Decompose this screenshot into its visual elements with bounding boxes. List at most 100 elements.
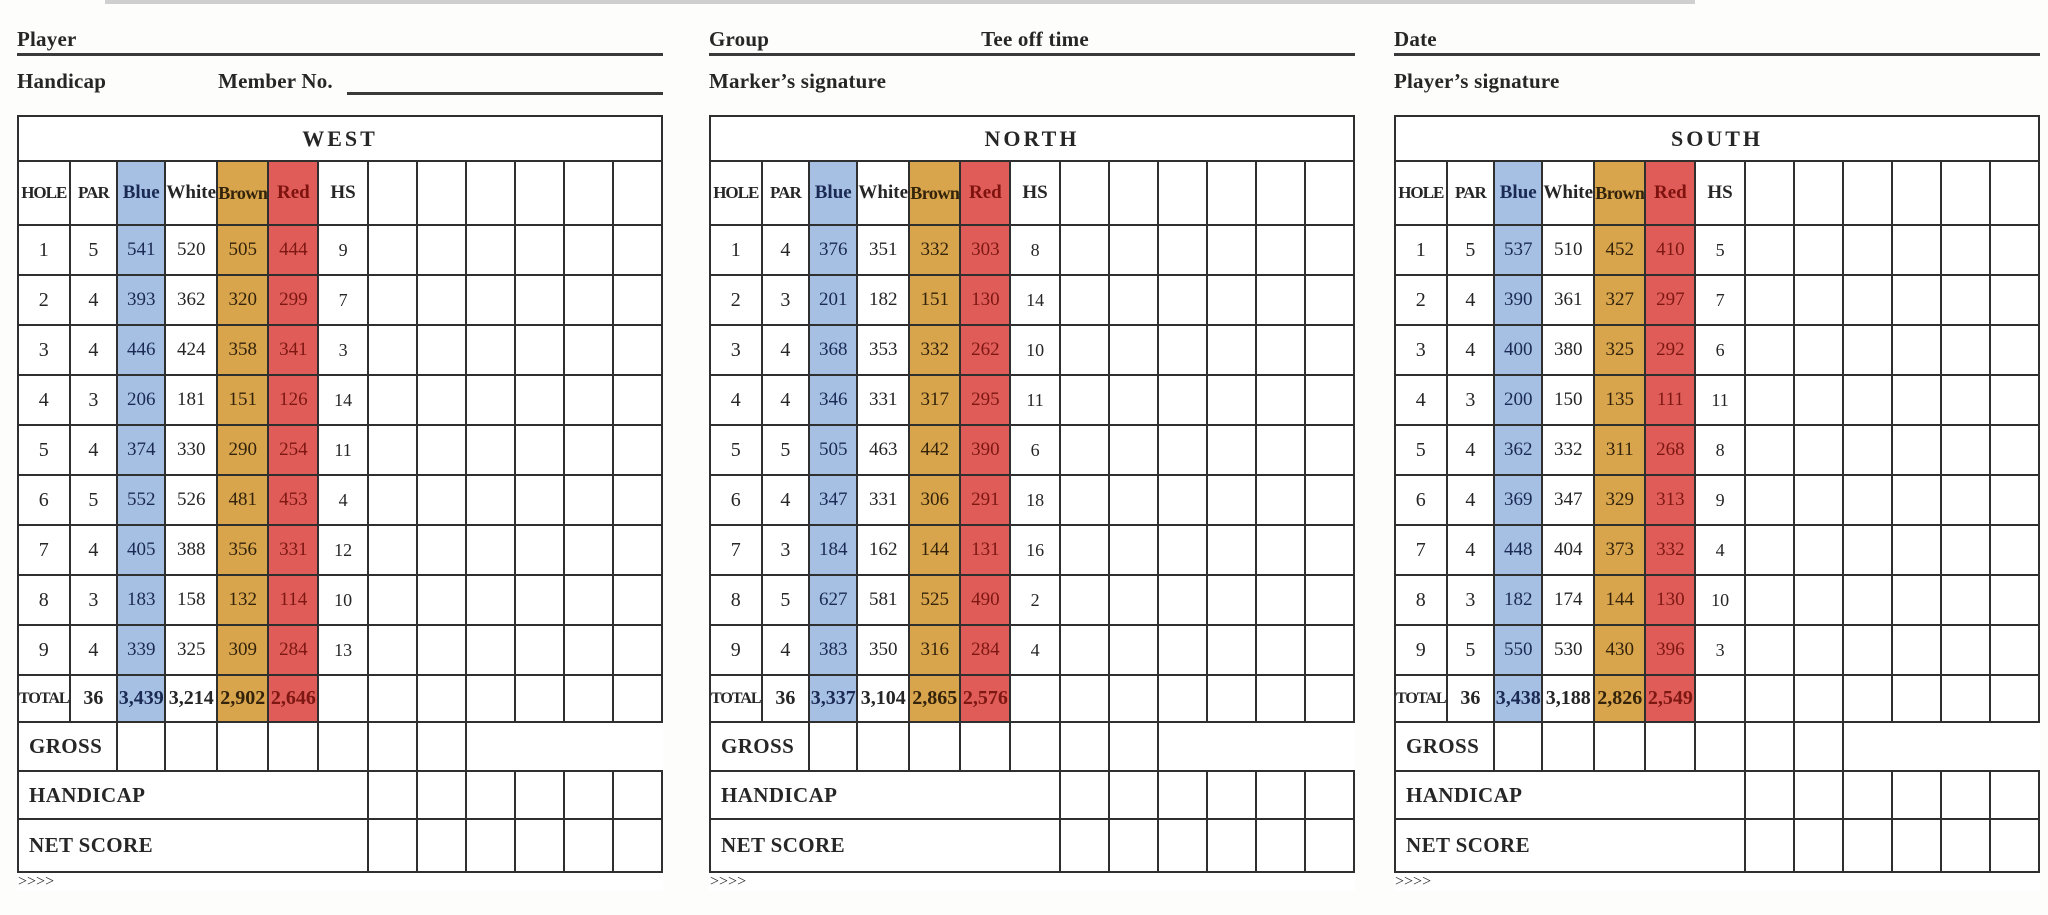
score-cell xyxy=(1156,474,1208,526)
hole-number-cell: 5 xyxy=(709,424,763,476)
red-distance-cell: 299 xyxy=(267,274,320,326)
hs-header: HS xyxy=(317,160,369,226)
par-cell: 4 xyxy=(760,474,811,526)
par-cell: 3 xyxy=(1445,374,1496,426)
stroke-index-cell: 18 xyxy=(1009,474,1061,526)
score-cell xyxy=(1841,374,1893,426)
score-cell xyxy=(1939,424,1991,476)
score-cell xyxy=(1988,674,2041,723)
score-cell xyxy=(164,721,219,772)
red-distance-cell: 303 xyxy=(959,224,1012,276)
score-cell xyxy=(415,770,467,820)
score-cell xyxy=(1156,818,1208,873)
score-cell xyxy=(611,274,664,326)
total-brown-cell: 2,826 xyxy=(1593,674,1647,723)
score-cell xyxy=(1939,770,1991,820)
handicap-label: HANDICAP xyxy=(709,770,1061,820)
blue-distance-cell: 627 xyxy=(808,574,859,626)
blue-distance-cell: 368 xyxy=(808,324,859,376)
score-cell xyxy=(1792,424,1844,476)
hole-row: 5 5 505 463 442 390 6 xyxy=(709,424,1356,476)
score-cell xyxy=(366,818,418,873)
hole-number-cell: 7 xyxy=(709,524,763,576)
net-score-label: NET SCORE xyxy=(709,818,1061,873)
score-cell xyxy=(1107,674,1159,723)
blue-distance-cell: 537 xyxy=(1493,224,1544,276)
hole-number-cell: 7 xyxy=(1394,524,1448,576)
score-cell xyxy=(464,818,516,873)
hole-number-cell: 4 xyxy=(709,374,763,426)
score-cell xyxy=(1107,324,1159,376)
score-cell xyxy=(1890,818,1942,873)
west-panel: Player Handicap Member No. WEST HOLE PAR Bl… xyxy=(16,24,664,891)
score-cell xyxy=(1792,721,1844,772)
white-distance-cell: 510 xyxy=(1541,224,1596,276)
white-distance-cell: 353 xyxy=(856,324,911,376)
brown-distance-cell: 132 xyxy=(216,574,270,626)
white-tee-header: White xyxy=(164,160,219,226)
red-distance-cell: 131 xyxy=(959,524,1012,576)
score-cell xyxy=(1058,374,1110,426)
score-cell xyxy=(1792,324,1844,376)
white-distance-cell: 463 xyxy=(856,424,911,476)
par-cell: 4 xyxy=(760,224,811,276)
stroke-index-cell: 16 xyxy=(1009,524,1061,576)
hole-row: 4 4 346 331 317 295 11 xyxy=(709,374,1356,426)
brown-distance-cell: 306 xyxy=(908,474,962,526)
red-distance-cell: 284 xyxy=(959,624,1012,676)
blue-distance-cell: 369 xyxy=(1493,474,1544,526)
score-cell xyxy=(1254,474,1306,526)
score-cell xyxy=(611,770,664,820)
score-cell xyxy=(513,424,565,476)
score-cell xyxy=(1792,274,1844,326)
brown-distance-cell: 144 xyxy=(908,524,962,576)
blue-distance-cell: 200 xyxy=(1493,374,1544,426)
player-signature-field: Player’s signature xyxy=(1394,68,2040,95)
stroke-index-cell: 6 xyxy=(1009,424,1061,476)
score-cell xyxy=(1792,474,1844,526)
score-cell xyxy=(513,524,565,576)
score-cell xyxy=(1058,624,1110,676)
score-cell xyxy=(464,374,516,426)
score-cell xyxy=(366,324,418,376)
score-cell xyxy=(1988,160,2041,226)
score-cell xyxy=(1205,818,1257,873)
brown-distance-cell: 317 xyxy=(908,374,962,426)
gross-row: GROSS xyxy=(1393,721,2039,772)
total-label: TOTAL xyxy=(709,674,763,723)
red-distance-cell: 390 xyxy=(959,424,1012,476)
score-cell xyxy=(562,160,614,226)
par-header: PAR xyxy=(68,160,119,226)
par-cell: 5 xyxy=(1445,624,1496,676)
score-cell xyxy=(1205,324,1257,376)
score-cell xyxy=(611,424,664,476)
score-cell xyxy=(1841,424,1893,476)
score-cell xyxy=(1939,324,1991,376)
score-cell xyxy=(1107,374,1159,426)
brown-distance-cell: 442 xyxy=(908,424,962,476)
stroke-index-cell: 2 xyxy=(1009,574,1061,626)
score-cell xyxy=(366,160,418,226)
score-cell xyxy=(1890,224,1942,276)
score-cell xyxy=(513,624,565,676)
hole-number-cell: 6 xyxy=(17,474,71,526)
hole-number-cell: 2 xyxy=(709,274,763,326)
red-distance-cell: 262 xyxy=(959,324,1012,376)
red-distance-cell: 297 xyxy=(1644,274,1697,326)
score-cell xyxy=(611,818,664,873)
white-distance-cell: 332 xyxy=(1541,424,1596,476)
score-cell xyxy=(1890,770,1942,820)
brown-distance-cell: 356 xyxy=(216,524,270,576)
group-tee-field: Group Tee off time xyxy=(709,24,1355,56)
par-cell: 5 xyxy=(68,474,119,526)
handicap-member-field: Handicap Member No. xyxy=(17,68,663,95)
score-cell xyxy=(1254,674,1306,723)
par-cell: 5 xyxy=(760,424,811,476)
blue-distance-cell: 393 xyxy=(116,274,167,326)
score-cell xyxy=(366,374,418,426)
hole-number-cell: 2 xyxy=(17,274,71,326)
blue-distance-cell: 184 xyxy=(808,524,859,576)
score-cell xyxy=(1743,674,1795,723)
hole-number-cell: 3 xyxy=(709,324,763,376)
brown-tee-header: Brown xyxy=(1593,160,1647,226)
